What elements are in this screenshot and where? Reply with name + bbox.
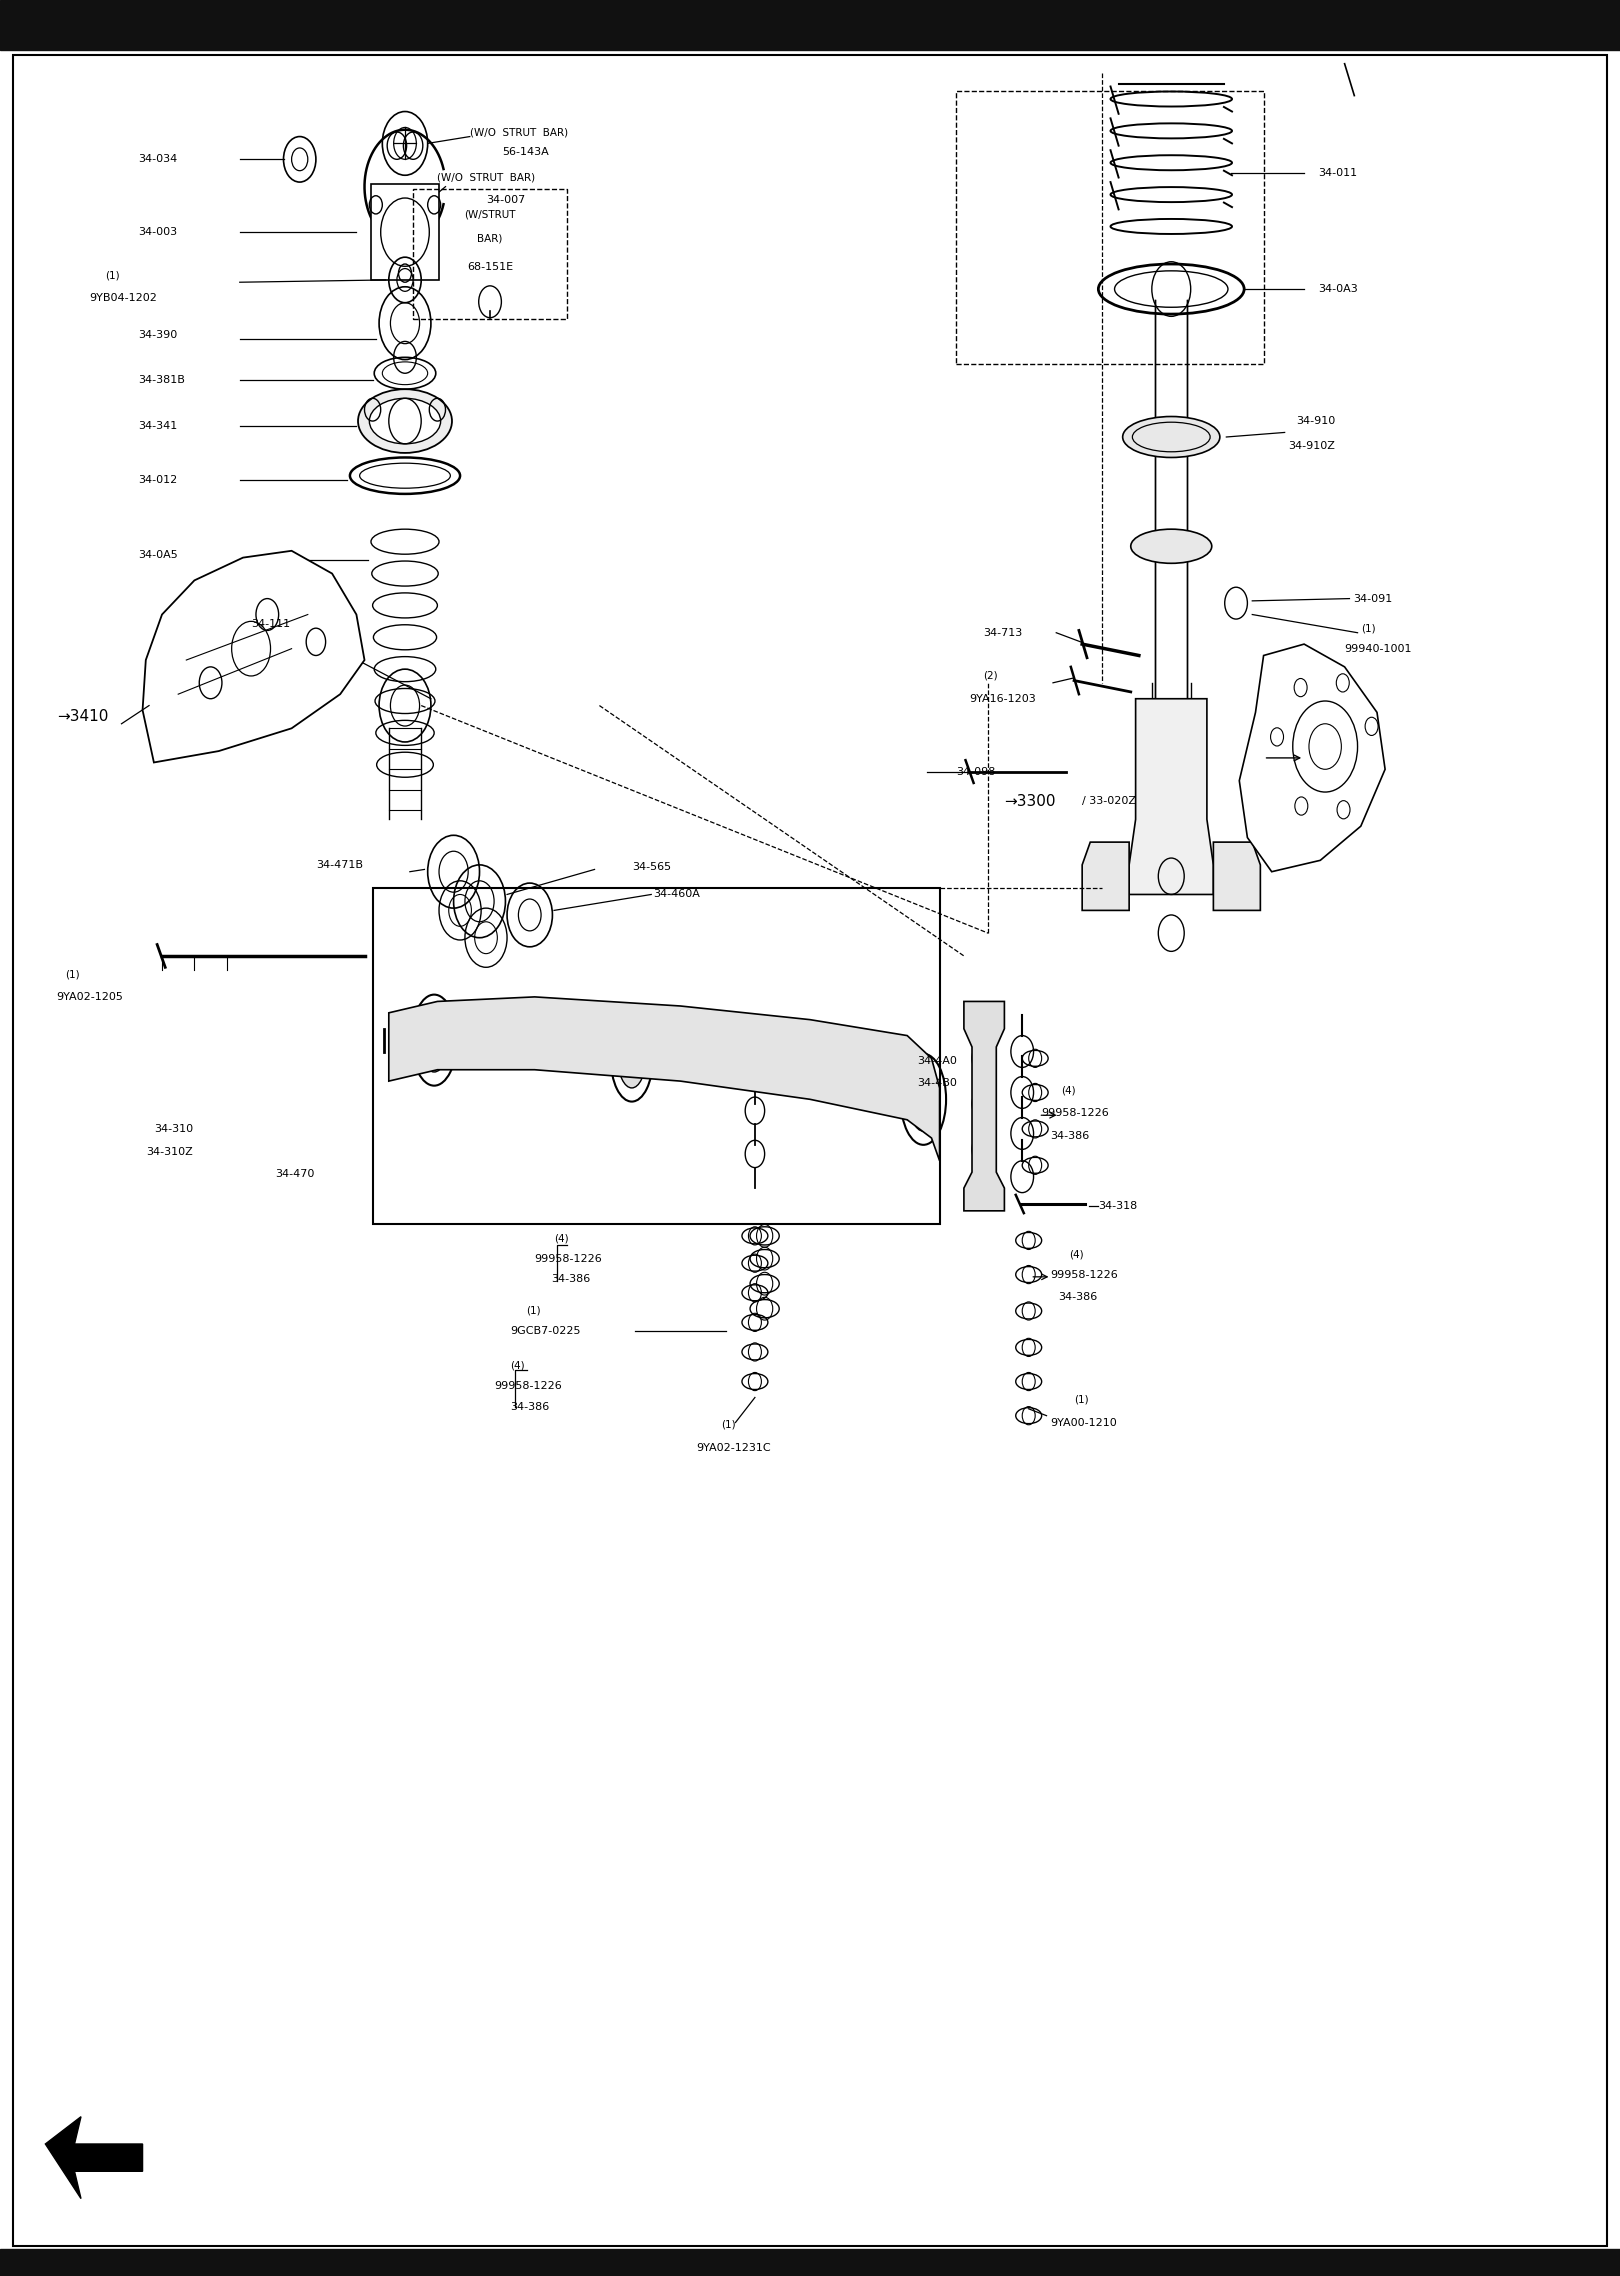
Text: (W/O  STRUT  BAR): (W/O STRUT BAR) [437,173,536,182]
Text: (4): (4) [554,1234,569,1243]
Text: 34-003: 34-003 [138,228,177,237]
Text: 56-143A: 56-143A [502,148,549,157]
Bar [956,91,1264,364]
Text: 34-0A5: 34-0A5 [138,551,178,560]
Text: (W/STRUT: (W/STRUT [465,209,515,221]
Text: 34-111: 34-111 [251,619,290,628]
Text: 34-471B: 34-471B [316,860,363,869]
Text: (1): (1) [721,1420,735,1429]
Text: 34-386: 34-386 [1058,1293,1097,1302]
Text: (1): (1) [1074,1395,1089,1404]
Text: 1: 1 [1328,59,1336,73]
Text: (W/O  STRUT  BAR): (W/O STRUT BAR) [470,127,569,137]
Text: 34-310: 34-310 [154,1124,193,1133]
Text: 34-091: 34-091 [1353,594,1392,603]
Text: →3300: →3300 [1004,794,1056,808]
Text: (1): (1) [526,1306,541,1316]
Polygon shape [1239,644,1385,872]
Text: 34-381B: 34-381B [138,376,185,385]
Text: 34-386: 34-386 [551,1275,590,1284]
Text: 34-007: 34-007 [486,196,525,205]
Polygon shape [389,997,940,1161]
Text: 9YB04-1202: 9YB04-1202 [89,294,157,303]
Ellipse shape [619,1029,645,1088]
Text: 34-910: 34-910 [1296,417,1335,426]
Text: 34-910Z: 34-910Z [1288,442,1335,451]
Bar [0,0,1620,50]
Text: 34-386: 34-386 [510,1402,549,1411]
Text: 34-386: 34-386 [1050,1131,1089,1140]
Text: 34-470: 34-470 [275,1170,314,1179]
Polygon shape [964,1001,1004,1211]
Text: (1): (1) [65,970,79,979]
Ellipse shape [611,1015,653,1102]
Bar [413,189,567,319]
Text: 34-012: 34-012 [138,476,177,485]
Text: BAR): BAR) [478,232,502,244]
Text: 99958-1226: 99958-1226 [1050,1270,1118,1279]
Text: FWD: FWD [86,2151,112,2160]
Bar [373,888,940,1224]
Text: 34-460A: 34-460A [653,890,700,899]
Ellipse shape [901,1054,946,1145]
Text: 34-0A3: 34-0A3 [1319,284,1359,294]
Text: →3410: →3410 [57,710,109,724]
Text: (4): (4) [510,1361,525,1370]
Text: 9YA00-1210: 9YA00-1210 [1050,1418,1116,1427]
Text: 34-4B0: 34-4B0 [917,1079,957,1088]
Text: (1): (1) [1361,624,1375,633]
Text: (4): (4) [1061,1086,1076,1095]
Text: 34-098: 34-098 [956,767,995,776]
Polygon shape [1129,699,1213,894]
Text: 34-318: 34-318 [1098,1202,1137,1211]
Text: 68-151E: 68-151E [467,262,514,271]
Text: 99958-1226: 99958-1226 [535,1254,603,1263]
Polygon shape [1082,842,1129,910]
Polygon shape [371,184,439,280]
Text: 9YA02-1205: 9YA02-1205 [57,992,123,1001]
Text: 34-390: 34-390 [138,330,177,339]
Text: (1): (1) [105,271,120,280]
Text: 9YA16-1203: 9YA16-1203 [969,694,1035,703]
Text: 34-011: 34-011 [1319,168,1358,178]
Text: 34-310Z: 34-310Z [146,1147,193,1156]
Ellipse shape [411,995,457,1086]
Polygon shape [45,2117,143,2199]
Ellipse shape [1131,530,1212,564]
Text: 34-4A0: 34-4A0 [917,1056,957,1065]
Text: 99958-1226: 99958-1226 [1042,1108,1110,1118]
Text: / 33-020Z: / 33-020Z [1082,797,1136,806]
Text: 99940-1001: 99940-1001 [1345,644,1413,653]
Text: 34-565: 34-565 [632,863,671,872]
Text: 34-034: 34-034 [138,155,177,164]
Ellipse shape [909,1067,938,1131]
Ellipse shape [420,1008,449,1072]
Text: (2): (2) [983,671,998,681]
Ellipse shape [358,389,452,453]
Text: 99958-1226: 99958-1226 [494,1382,562,1391]
Text: 9GCB7-0225: 9GCB7-0225 [510,1327,582,1336]
Text: 34-341: 34-341 [138,421,177,430]
Ellipse shape [1123,417,1220,457]
Polygon shape [143,551,364,762]
Text: (4): (4) [1069,1250,1084,1259]
Text: 9YA02-1231C: 9YA02-1231C [697,1443,771,1452]
Text: 34-713: 34-713 [983,628,1022,637]
Polygon shape [1213,842,1260,910]
Bar [0,2249,1620,2276]
Ellipse shape [369,398,441,444]
